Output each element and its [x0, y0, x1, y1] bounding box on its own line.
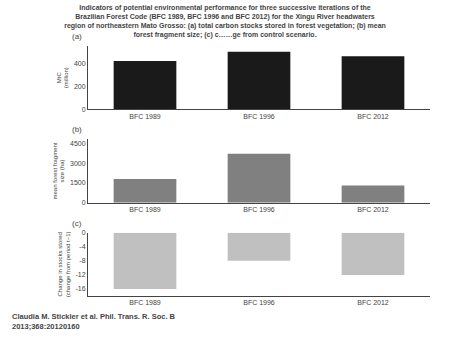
svg-text:-8: -8 [79, 257, 85, 264]
svg-text:BFC 1989: BFC 1989 [129, 113, 161, 120]
svg-text:(b): (b) [72, 125, 82, 134]
svg-text:Change in stocks stored(change: Change in stocks stored(change from peri… [57, 231, 71, 297]
svg-text:0: 0 [82, 199, 86, 206]
svg-text:-16: -16 [75, 285, 85, 292]
svg-text:1500: 1500 [70, 179, 86, 186]
svg-text:BFC 2012: BFC 2012 [357, 113, 389, 120]
svg-text:4500: 4500 [70, 140, 86, 147]
svg-text:400: 400 [74, 60, 86, 67]
svg-text:BFC 1989: BFC 1989 [129, 206, 161, 213]
svg-text:BFC 2012: BFC 2012 [357, 206, 389, 213]
svg-text:0: 0 [82, 106, 86, 113]
svg-text:BFC 1996: BFC 1996 [243, 299, 275, 306]
svg-text:0: 0 [82, 229, 86, 236]
svg-text:(c): (c) [72, 219, 82, 228]
svg-text:Indicators of potential enviro: Indicators of potential environmental pe… [64, 4, 386, 39]
svg-text:Claudia M. Stickler et al. Phi: Claudia M. Stickler et al. Phil. Trans. … [12, 312, 176, 331]
svg-text:BFC 1996: BFC 1996 [243, 206, 275, 213]
svg-text:BFC 2012: BFC 2012 [357, 299, 389, 306]
svg-text:-12: -12 [75, 271, 85, 278]
svg-text:3000: 3000 [70, 160, 86, 167]
svg-text:mean forest fragmentsize (ha): mean forest fragmentsize (ha) [52, 142, 66, 199]
svg-text:BFC 1989: BFC 1989 [129, 299, 161, 306]
svg-text:MtC(million): MtC(million) [56, 67, 70, 88]
svg-text:(a): (a) [72, 32, 82, 41]
svg-text:-4: -4 [79, 243, 85, 250]
svg-text:BFC 1996: BFC 1996 [243, 113, 275, 120]
svg-text:200: 200 [74, 83, 86, 90]
